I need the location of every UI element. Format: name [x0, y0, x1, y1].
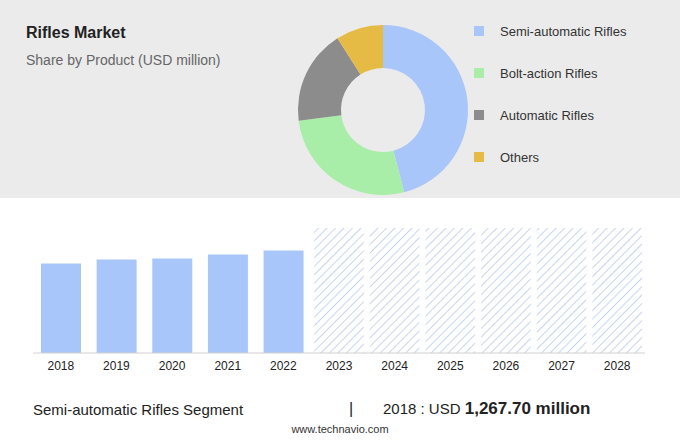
html-text:2018 : USD 1,267.70 million: 2018 : USD 1,267.70 million [383, 399, 591, 418]
svg-text:2025: 2025 [437, 359, 464, 373]
html-text:www.technavio.com: www.technavio.com [291, 423, 389, 435]
svg-text:2022: 2022 [270, 359, 297, 373]
svg-text:2027: 2027 [548, 359, 575, 373]
html-text:Automatic Rifles: Automatic Rifles [500, 107, 594, 123]
html-text:Semi-automatic Rifles: Semi-automatic Rifles [500, 23, 627, 39]
svg-text:2024: 2024 [381, 359, 408, 373]
svg-text:2020: 2020 [159, 359, 186, 373]
html-text:Semi-automatic Rifles Segment: Semi-automatic Rifles Segment [33, 401, 244, 418]
svg-text:2023: 2023 [326, 359, 353, 373]
html-text:Rifles Market: Rifles Market [26, 24, 126, 41]
svg-text:2018: 2018 [47, 359, 74, 373]
svg-text:2021: 2021 [214, 359, 241, 373]
html-text:Share by Product (USD million): Share by Product (USD million) [26, 52, 221, 68]
svg-text:2026: 2026 [493, 359, 520, 373]
svg-text:2019: 2019 [103, 359, 130, 373]
html-text:Others: Others [500, 149, 539, 165]
html-text:Bolt-action Rifles: Bolt-action Rifles [500, 65, 598, 81]
svg-text:2028: 2028 [604, 359, 631, 373]
